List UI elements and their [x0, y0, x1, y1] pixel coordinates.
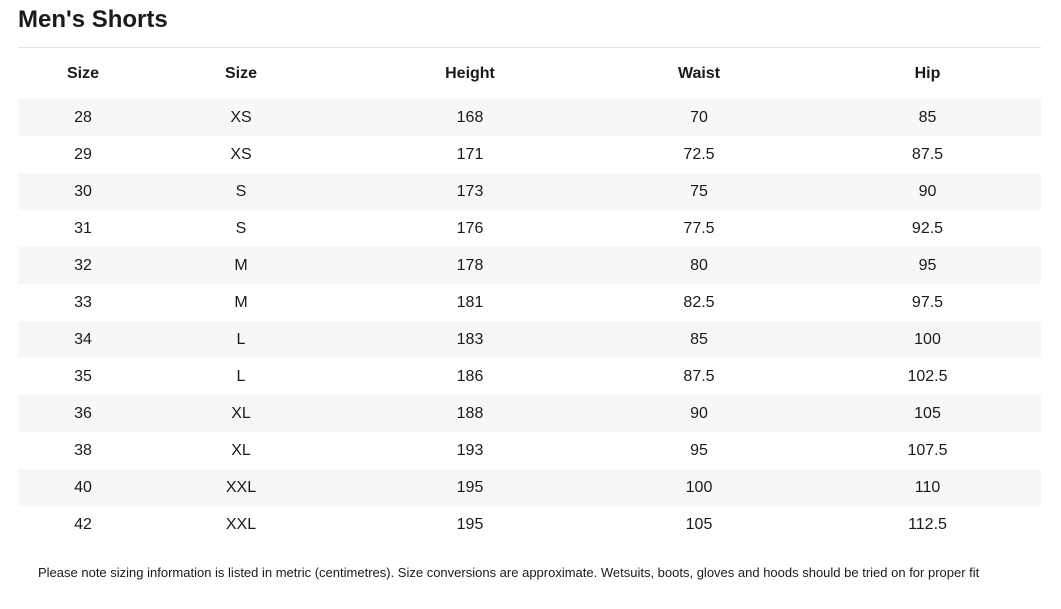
page-title: Men's Shorts: [18, 6, 168, 33]
table-cell: XS: [230, 108, 252, 126]
table-cell: 110: [914, 478, 941, 496]
table-cell: 183: [456, 330, 484, 348]
table-cell: 90: [918, 182, 937, 200]
table-cell: 102.5: [907, 367, 948, 385]
table-cell: 90: [690, 404, 708, 422]
table-row: 32 M 178 80 95: [18, 247, 1041, 284]
table-cell: 186: [456, 367, 484, 385]
table-cell: 80: [690, 256, 708, 274]
header-cell: Waist: [677, 64, 721, 82]
table-cell: 178: [456, 256, 484, 274]
table-cell: M: [234, 256, 248, 274]
table-cell: 31: [74, 219, 92, 237]
table-cell: 193: [456, 441, 484, 459]
table-cell: XS: [230, 145, 252, 163]
table-cell: 34: [74, 330, 92, 348]
table-cell: XL: [231, 441, 251, 459]
table-cell: 28: [74, 108, 92, 126]
table-cell: 87.5: [683, 367, 715, 385]
table-cell: 82.5: [683, 293, 715, 311]
table-cell: 188: [456, 404, 484, 422]
table-cell: 107.5: [907, 441, 948, 459]
table-cell: 95: [690, 441, 708, 459]
header-cell: Height: [445, 64, 495, 82]
table-cell: 100: [914, 330, 941, 348]
table-header: Size Size Height Waist Hip: [18, 55, 1041, 92]
table-cell: 35: [74, 367, 92, 385]
header-cell: Size: [66, 64, 99, 82]
table-cell: 195: [456, 478, 484, 496]
table-cell: L: [236, 367, 246, 385]
table-cell: 32: [74, 256, 92, 274]
table-cell: 168: [456, 108, 484, 126]
table-cell: 181: [456, 293, 484, 311]
table-cell: 112.5: [908, 515, 947, 533]
table-cell: 72.5: [683, 145, 715, 163]
table-cell: 87.5: [911, 145, 944, 163]
table-row: 29 XS 171 72.5 87.5: [18, 136, 1041, 173]
table-row: 35 L 186 87.5 102.5: [18, 358, 1041, 395]
table-row: 28 XS 168 70 85: [18, 99, 1041, 136]
table-cell: 70: [690, 108, 708, 126]
table-row: 30 S 173 75 90: [18, 173, 1041, 210]
table-cell: 38: [74, 441, 92, 459]
table-cell: 100: [685, 478, 713, 496]
table-row: 34 L 183 85 100: [18, 321, 1041, 358]
sizing-note: Please note sizing information is listed…: [38, 565, 980, 580]
table-cell: S: [235, 219, 247, 237]
table-cell: 105: [685, 515, 713, 533]
table-cell: 95: [918, 256, 937, 274]
size-chart-table: Size Size Height Waist Hip 28 XS 168 70 85 29…: [18, 55, 1041, 543]
table-row: 36 XL 188 90 105: [18, 395, 1041, 432]
table-cell: 40: [74, 478, 92, 496]
table-cell: XXL: [225, 515, 257, 533]
table-row: 33 M 181 82.5 97.5: [18, 284, 1041, 321]
table-row: 42 XXL 195 105 112.5: [18, 506, 1041, 543]
table-cell: 30: [74, 182, 92, 200]
table-cell: 171: [456, 145, 484, 163]
table-cell: 195: [456, 515, 484, 533]
table-cell: 75: [690, 182, 708, 200]
table-cell: M: [234, 293, 248, 311]
table-cell: 36: [74, 404, 92, 422]
table-row: 38 XL 193 95 107.5: [18, 432, 1041, 469]
table-cell: L: [236, 330, 246, 348]
table-cell: 85: [918, 108, 937, 126]
table-cell: 42: [74, 515, 92, 533]
table-row: 40 XXL 195 100 110: [18, 469, 1041, 506]
table-cell: S: [235, 182, 247, 200]
divider: [18, 47, 1041, 48]
table-row: 31 S 176 77.5 92.5: [18, 210, 1041, 247]
header-cell: Size: [224, 64, 257, 82]
table-cell: 176: [456, 219, 484, 237]
table-cell: XL: [231, 404, 251, 422]
table-cell: 105: [914, 404, 941, 422]
table-cell: 173: [456, 182, 484, 200]
table-cell: 29: [74, 145, 92, 163]
table-cell: 97.5: [911, 293, 944, 311]
table-cell: XXL: [225, 478, 257, 496]
table-cell: 92.5: [911, 219, 944, 237]
table-cell: 85: [690, 330, 708, 348]
header-cell: Hip: [914, 64, 941, 82]
table-cell: 77.5: [683, 219, 715, 237]
table-cell: 33: [74, 293, 92, 311]
